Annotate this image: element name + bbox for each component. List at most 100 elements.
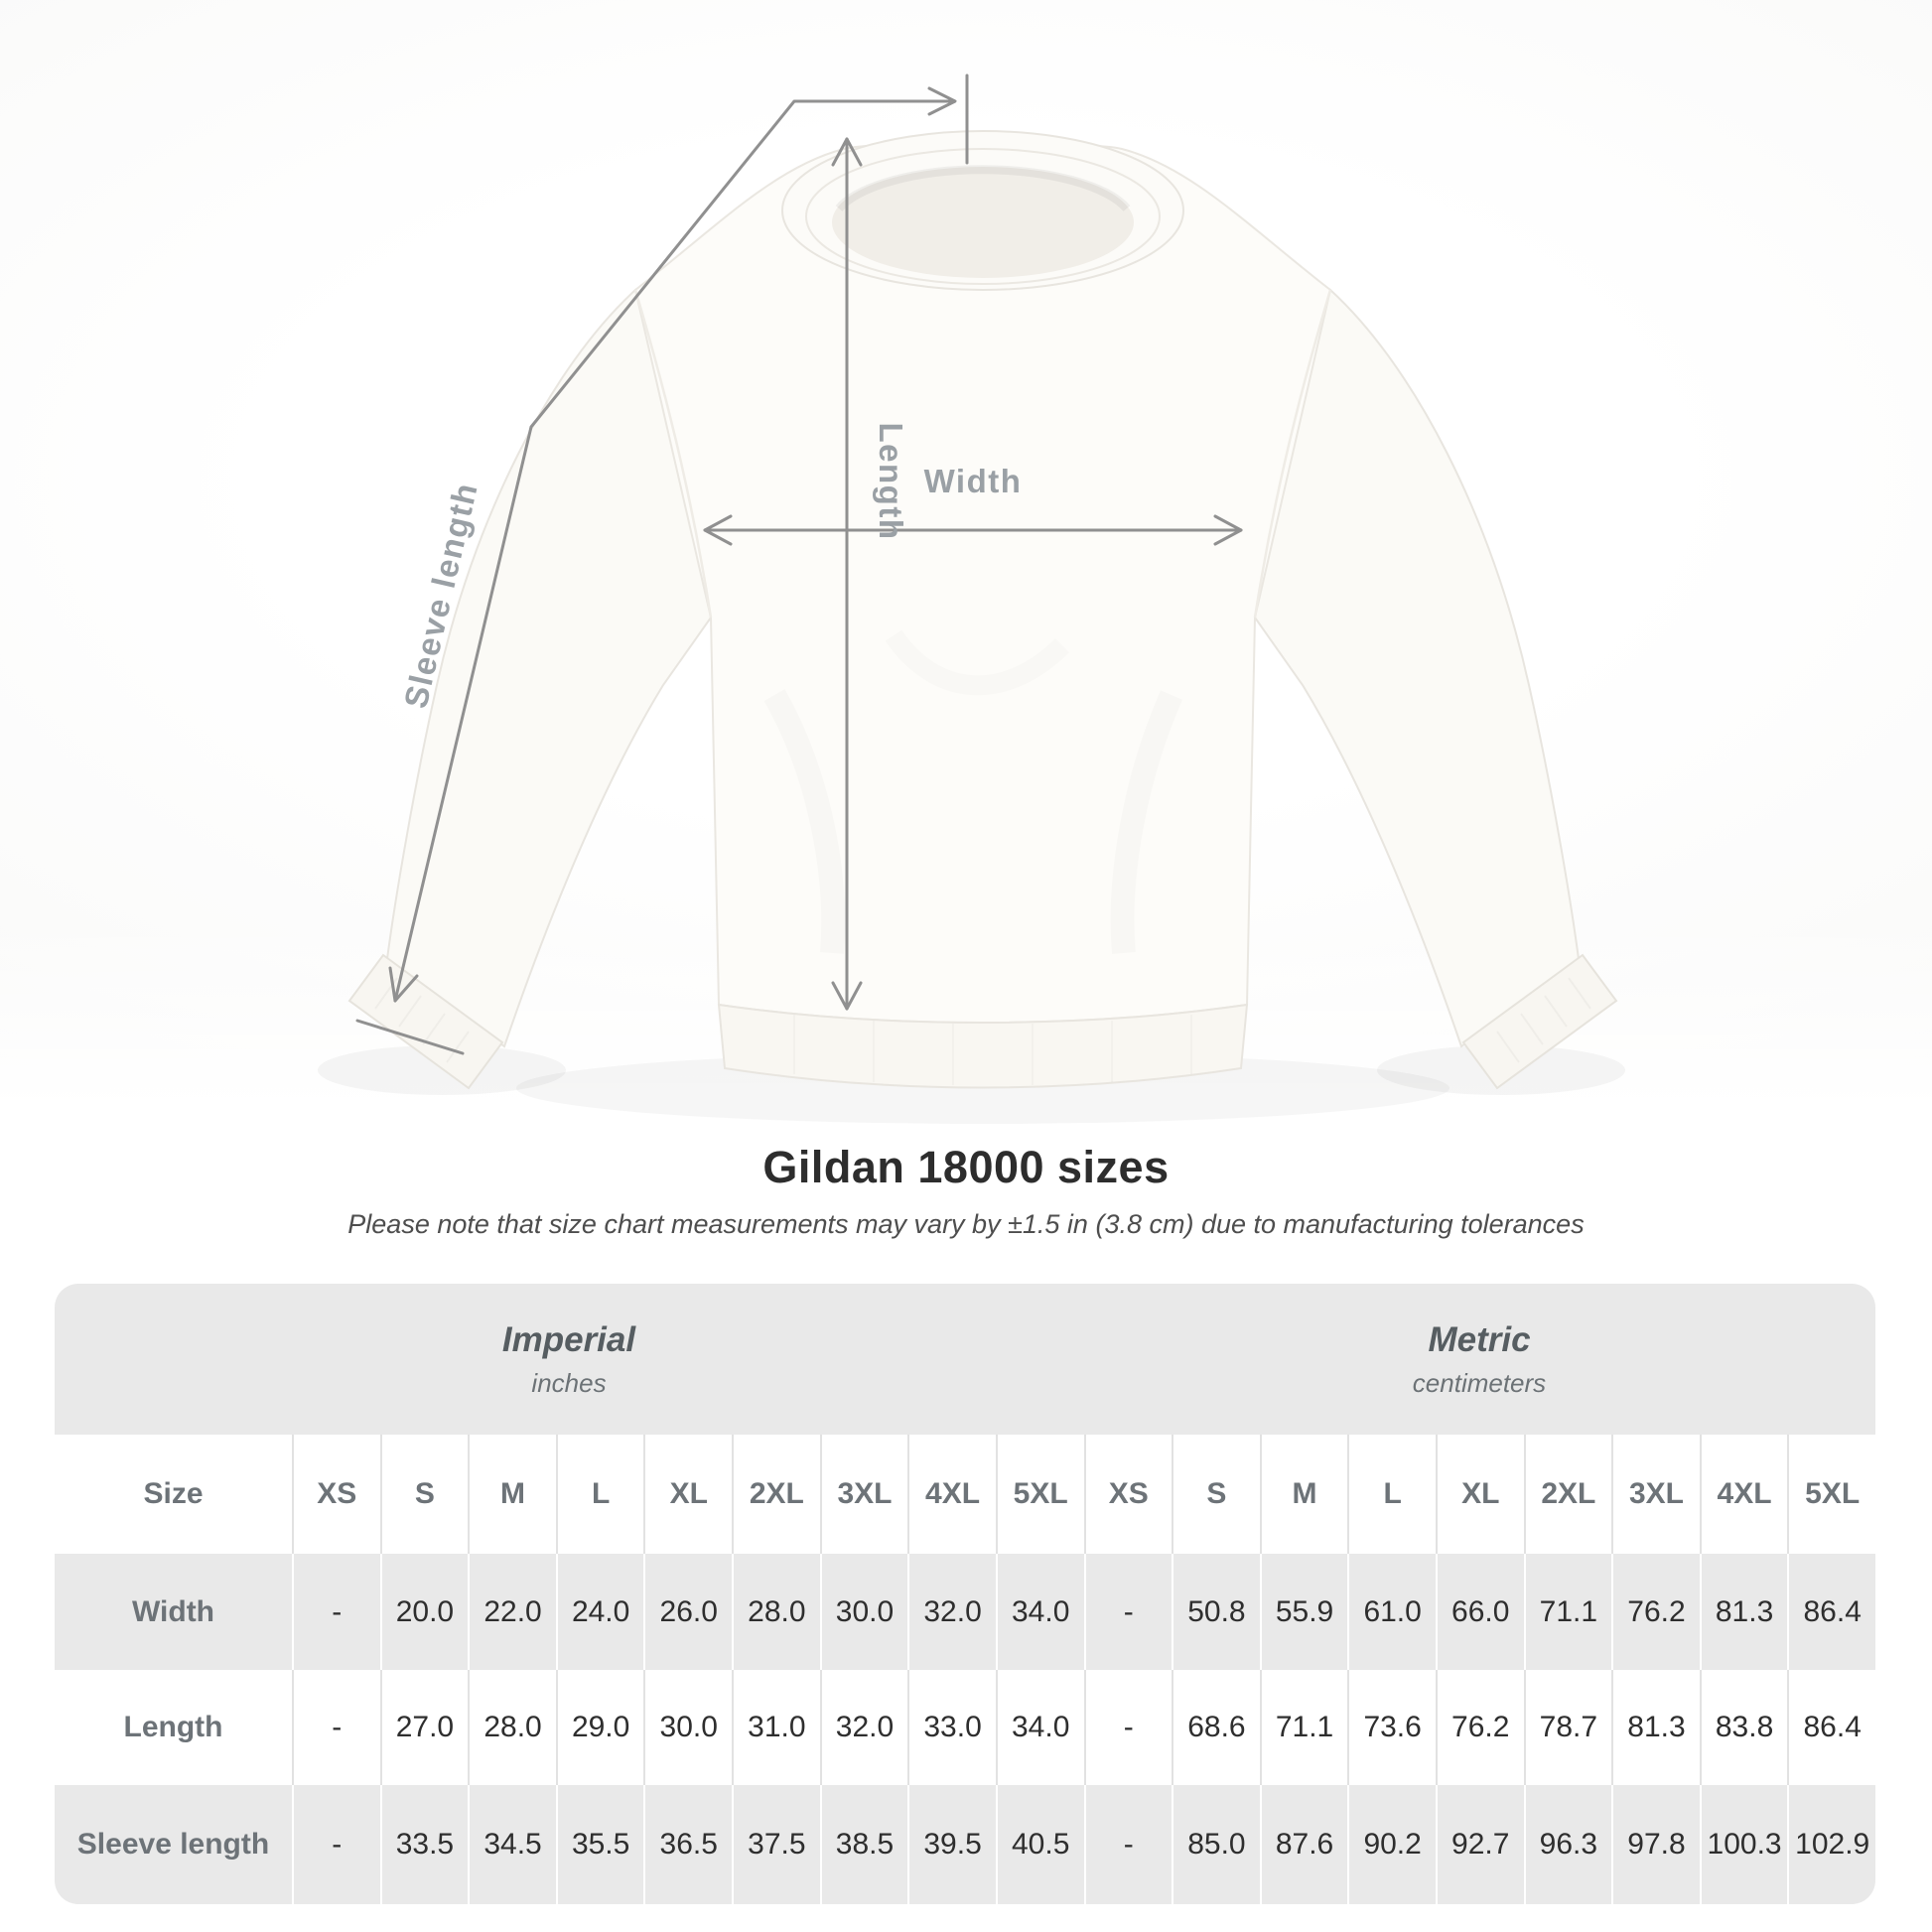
unit-group-name: Imperial (501, 1319, 636, 1359)
value-cell: 90.2 (1347, 1785, 1436, 1904)
column-header: 3XL (1611, 1435, 1700, 1554)
column-header: M (468, 1435, 556, 1554)
value-cell: 27.0 (379, 1670, 469, 1785)
value-cell: - (292, 1554, 380, 1670)
value-cell: 55.9 (1259, 1554, 1348, 1670)
column-header: 2XL (1523, 1435, 1612, 1554)
column-header: M (1259, 1435, 1348, 1554)
length-label: Length (873, 423, 909, 541)
unit-band: Imperial inches Metric centimeters (55, 1284, 1875, 1435)
value-cell: 20.0 (379, 1554, 469, 1670)
value-cell: 92.7 (1435, 1785, 1524, 1904)
column-header: S (1172, 1435, 1260, 1554)
value-cell: 66.0 (1435, 1554, 1524, 1670)
sweatshirt-photo (347, 130, 1618, 1090)
value-cell: 68.6 (1172, 1670, 1260, 1785)
value-cell: - (1083, 1785, 1173, 1904)
table-row-length: Length - 27.0 28.0 29.0 30.0 31.0 32.0 3… (55, 1670, 1875, 1785)
value-cell: 76.2 (1611, 1554, 1700, 1670)
value-cell: 32.0 (819, 1670, 908, 1785)
value-cell: 33.0 (907, 1670, 996, 1785)
value-cell: 34.0 (995, 1554, 1084, 1670)
value-cell: 31.0 (732, 1670, 820, 1785)
column-header: L (555, 1435, 644, 1554)
column-header: L (1347, 1435, 1436, 1554)
column-header: 2XL (732, 1435, 820, 1554)
column-header: 4XL (907, 1435, 996, 1554)
value-cell: 96.3 (1523, 1785, 1612, 1904)
value-cell: 28.0 (468, 1670, 556, 1785)
unit-group-unit: inches (531, 1367, 607, 1398)
length-arrow (831, 137, 863, 1011)
width-label: Width (924, 463, 1023, 499)
value-cell: 28.0 (732, 1554, 820, 1670)
value-cell: 24.0 (555, 1554, 644, 1670)
row-label: Width (131, 1594, 215, 1628)
value-cell: - (1083, 1554, 1173, 1670)
value-cell: 35.5 (555, 1785, 644, 1904)
value-cell: 38.5 (819, 1785, 908, 1904)
value-cell: 39.5 (907, 1785, 996, 1904)
page-title: Gildan 18000 sizes (762, 1142, 1170, 1192)
value-cell: 40.5 (995, 1785, 1084, 1904)
value-cell: 71.1 (1259, 1670, 1348, 1785)
column-header: 5XL (1787, 1435, 1875, 1554)
value-cell: 22.0 (468, 1554, 556, 1670)
unit-group-metric: Metric centimeters (1083, 1284, 1875, 1435)
value-cell: 73.6 (1347, 1670, 1436, 1785)
column-header: XS (292, 1435, 380, 1554)
unit-group-imperial: Imperial inches (55, 1284, 1083, 1435)
value-cell: 37.5 (732, 1785, 820, 1904)
page-subtitle: Please note that size chart measurements… (347, 1209, 1585, 1239)
column-header: 5XL (995, 1435, 1084, 1554)
value-cell: 83.8 (1699, 1670, 1788, 1785)
size-header-row: Size XS S M L XL 2XL 3XL 4XL 5XL XS S M … (55, 1435, 1875, 1554)
column-header: XL (1435, 1435, 1524, 1554)
value-cell: 30.0 (819, 1554, 908, 1670)
value-cell: 81.3 (1699, 1554, 1788, 1670)
value-cell: 34.5 (468, 1785, 556, 1904)
value-cell: 33.5 (379, 1785, 469, 1904)
value-cell: 87.6 (1259, 1785, 1348, 1904)
value-cell: 97.8 (1611, 1785, 1700, 1904)
column-header: 3XL (819, 1435, 908, 1554)
table-row-width: Width - 20.0 22.0 24.0 26.0 28.0 30.0 32… (55, 1554, 1875, 1670)
value-cell: 76.2 (1435, 1670, 1524, 1785)
value-cell: 86.4 (1787, 1670, 1875, 1785)
value-cell: 32.0 (907, 1554, 996, 1670)
value-cell: - (292, 1785, 380, 1904)
value-cell: 30.0 (643, 1670, 732, 1785)
table-row-sleeve-length: Sleeve length - 33.5 34.5 35.5 36.5 37.5… (55, 1785, 1875, 1904)
value-cell: 81.3 (1611, 1670, 1700, 1785)
column-header: XL (643, 1435, 732, 1554)
size-col-header: Size (143, 1477, 204, 1510)
heading: Gildan 18000 sizes Please note that size… (0, 1142, 1932, 1240)
unit-group-unit: centimeters (1412, 1367, 1547, 1398)
value-cell: - (292, 1670, 380, 1785)
value-cell: 78.7 (1523, 1670, 1612, 1785)
sweatshirt-illustration: Length Width Sleeve length (318, 73, 1625, 1095)
value-cell: 61.0 (1347, 1554, 1436, 1670)
column-header: 4XL (1699, 1435, 1788, 1554)
width-arrow (703, 514, 1243, 546)
size-table: Imperial inches Metric centimeters Size … (55, 1284, 1875, 1904)
column-header: XS (1083, 1435, 1173, 1554)
row-label: Length (123, 1711, 223, 1743)
value-cell: 86.4 (1787, 1554, 1875, 1670)
value-cell: 71.1 (1523, 1554, 1612, 1670)
value-cell: 85.0 (1172, 1785, 1260, 1904)
column-header: S (379, 1435, 469, 1554)
value-cell: 100.3 (1699, 1785, 1788, 1904)
product-figure: Length Width Sleeve length (0, 0, 1932, 1142)
value-cell: 29.0 (555, 1670, 644, 1785)
value-cell: 50.8 (1172, 1554, 1260, 1670)
row-label: Sleeve length (76, 1828, 270, 1861)
unit-group-name: Metric (1428, 1319, 1531, 1359)
value-cell: 102.9 (1787, 1785, 1875, 1904)
sleeve-length-arrow (355, 73, 969, 1055)
value-cell: 36.5 (643, 1785, 732, 1904)
value-cell: 26.0 (643, 1554, 732, 1670)
value-cell: 34.0 (995, 1670, 1084, 1785)
value-cell: - (1083, 1670, 1173, 1785)
